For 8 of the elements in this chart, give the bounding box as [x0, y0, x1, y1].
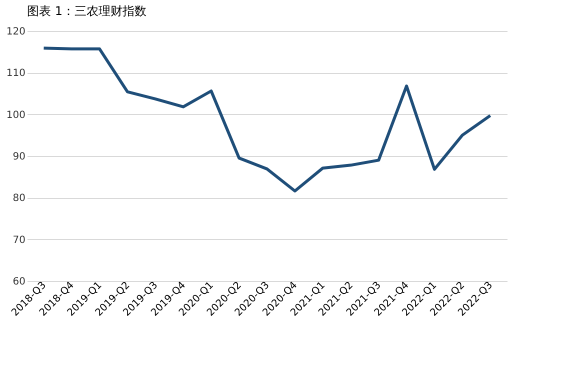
y-tick-label: 80 [12, 193, 26, 204]
y-tick-label: 70 [12, 234, 26, 246]
y-tick-label: 90 [12, 152, 26, 162]
line-series [42, 46, 492, 192]
y-tick-label: 120 [6, 26, 26, 38]
y-tick-label: 100 [6, 110, 26, 121]
chart-title: 图表 1：三农理财指数 [27, 4, 146, 18]
y-tick-label: 110 [6, 68, 26, 80]
